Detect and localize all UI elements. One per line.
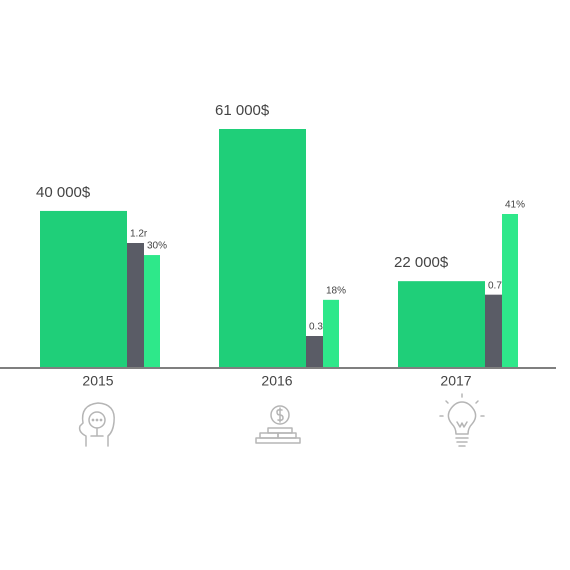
bar: [323, 299, 339, 367]
x-tick-label: 2015: [82, 373, 113, 389]
bar: [398, 281, 485, 367]
value-label: 41%: [505, 200, 525, 211]
value-label: 40 000$: [36, 184, 91, 201]
bulb-icon: [439, 393, 485, 447]
head-icon: [78, 402, 115, 447]
x-tick-label: 2016: [261, 373, 292, 389]
coins-icon: [255, 405, 301, 444]
bar: [127, 243, 144, 367]
bar: [40, 210, 127, 367]
bar: [219, 129, 306, 367]
bar: [306, 336, 323, 367]
x-tick-label: 2017: [440, 373, 471, 389]
value-label: 0.7r: [488, 280, 506, 291]
bar: [144, 255, 160, 367]
value-label: 22 000$: [394, 254, 449, 271]
value-label: 61 000$: [215, 102, 270, 119]
value-label: 18%: [326, 285, 346, 296]
value-label: 30%: [147, 241, 167, 252]
value-label: 0.3r: [309, 322, 327, 333]
bar: [485, 294, 502, 367]
value-label: 1.2r: [130, 229, 148, 240]
bar: [502, 214, 518, 367]
